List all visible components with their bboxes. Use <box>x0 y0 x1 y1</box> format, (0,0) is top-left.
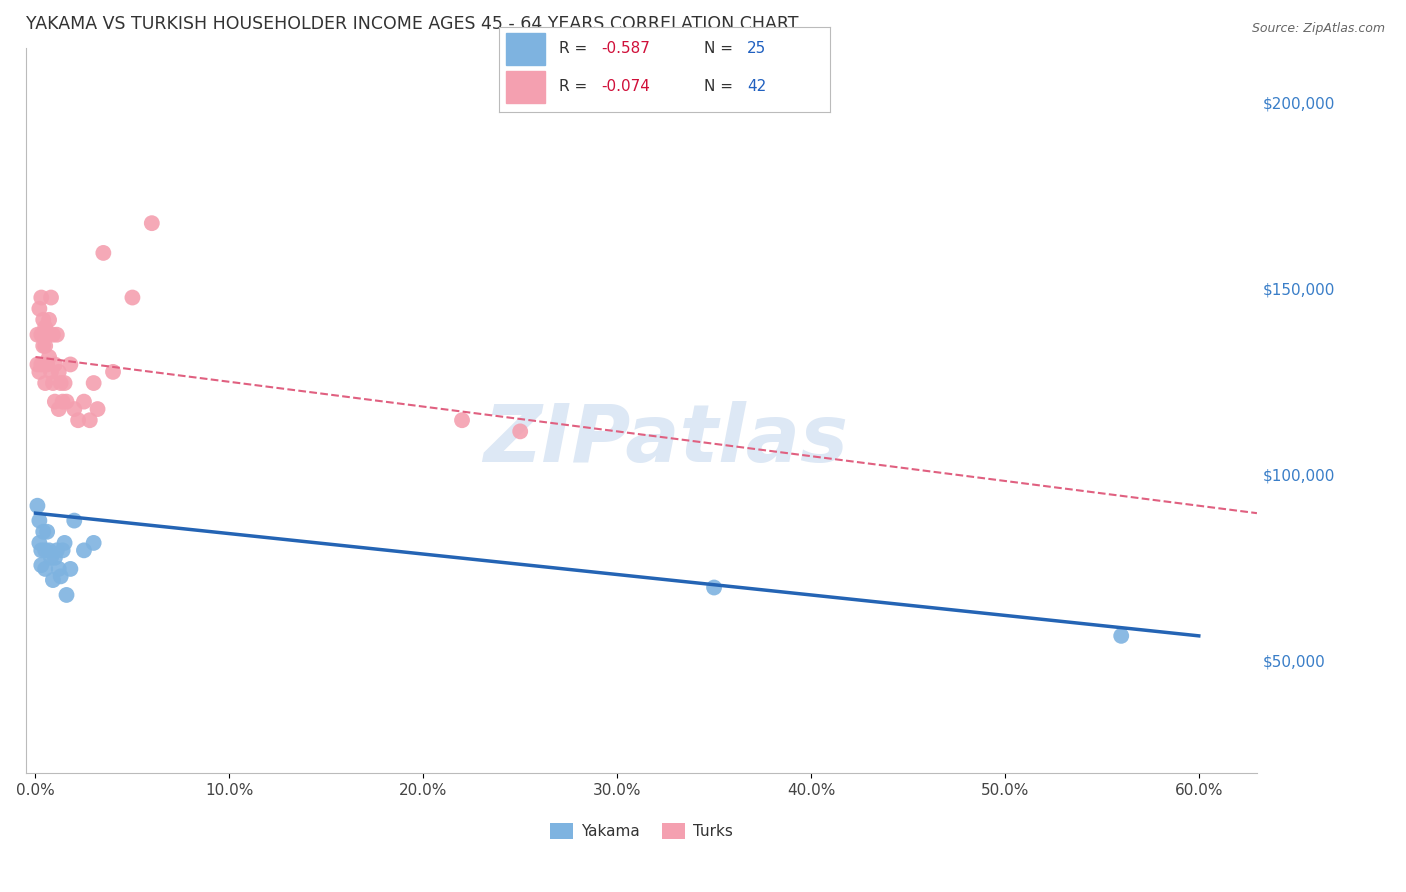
Point <box>45 327 67 342</box>
Point <box>34 320 56 334</box>
Point <box>34 339 56 353</box>
Point <box>59 562 82 576</box>
Point <box>34 376 56 390</box>
Point <box>27 499 49 513</box>
Point <box>34 543 56 558</box>
Text: 42: 42 <box>747 79 766 95</box>
Text: $100,000: $100,000 <box>1263 468 1336 483</box>
Bar <box>506 70 546 103</box>
Point <box>49 376 72 390</box>
Point <box>42 376 65 390</box>
Point <box>28 365 51 379</box>
Point <box>28 301 51 316</box>
Point <box>63 402 86 417</box>
Point <box>39 291 62 305</box>
Point <box>37 358 59 372</box>
Point <box>28 514 51 528</box>
Point <box>30 358 52 372</box>
Point <box>28 536 51 550</box>
Point <box>451 413 474 427</box>
Point <box>83 536 105 550</box>
Point <box>30 327 52 342</box>
Text: 25: 25 <box>747 41 766 56</box>
Text: -0.587: -0.587 <box>602 41 651 56</box>
Point <box>93 246 115 260</box>
Text: YAKAMA VS TURKISH HOUSEHOLDER INCOME AGES 45 - 64 YEARS CORRELATION CHART: YAKAMA VS TURKISH HOUSEHOLDER INCOME AGE… <box>25 15 799 33</box>
Legend: Yakama, Turks: Yakama, Turks <box>544 817 738 846</box>
Point <box>42 327 65 342</box>
Point <box>53 376 76 390</box>
Point <box>39 550 62 565</box>
Text: R =: R = <box>558 79 592 95</box>
Point <box>32 339 55 353</box>
Point <box>59 358 82 372</box>
Point <box>27 358 49 372</box>
Text: $50,000: $50,000 <box>1263 655 1326 669</box>
Point <box>67 413 90 427</box>
Point <box>44 550 66 565</box>
Point <box>53 536 76 550</box>
Point <box>32 524 55 539</box>
Point <box>79 413 101 427</box>
Text: -0.074: -0.074 <box>602 79 651 95</box>
Text: N =: N = <box>704 79 738 95</box>
Point <box>42 573 65 587</box>
Point <box>44 394 66 409</box>
Point <box>49 569 72 583</box>
Point <box>30 291 52 305</box>
Point <box>52 543 75 558</box>
Text: Source: ZipAtlas.com: Source: ZipAtlas.com <box>1251 22 1385 36</box>
Point <box>30 558 52 573</box>
Point <box>48 562 70 576</box>
Point <box>63 514 86 528</box>
Point <box>30 543 52 558</box>
Point <box>48 402 70 417</box>
Point <box>32 313 55 327</box>
Point <box>52 394 75 409</box>
Point <box>48 365 70 379</box>
Point <box>38 313 60 327</box>
Point <box>509 425 531 439</box>
Point <box>37 327 59 342</box>
Point <box>83 376 105 390</box>
Point <box>1109 629 1132 643</box>
Point <box>38 350 60 364</box>
Point <box>34 562 56 576</box>
Bar <box>506 33 546 65</box>
Point <box>73 394 96 409</box>
Point <box>86 402 108 417</box>
Point <box>101 365 124 379</box>
Text: R =: R = <box>558 41 592 56</box>
Point <box>37 524 59 539</box>
Point <box>39 365 62 379</box>
Point <box>121 291 143 305</box>
Text: ZIPatlas: ZIPatlas <box>484 401 848 479</box>
Point <box>27 327 49 342</box>
Point <box>141 216 163 230</box>
Text: N =: N = <box>704 41 738 56</box>
Text: $150,000: $150,000 <box>1263 283 1336 298</box>
Point <box>55 588 77 602</box>
Text: $200,000: $200,000 <box>1263 96 1336 112</box>
Point <box>55 394 77 409</box>
Point <box>44 358 66 372</box>
Point <box>38 543 60 558</box>
Point <box>703 581 725 595</box>
Point <box>73 543 96 558</box>
Point <box>45 543 67 558</box>
